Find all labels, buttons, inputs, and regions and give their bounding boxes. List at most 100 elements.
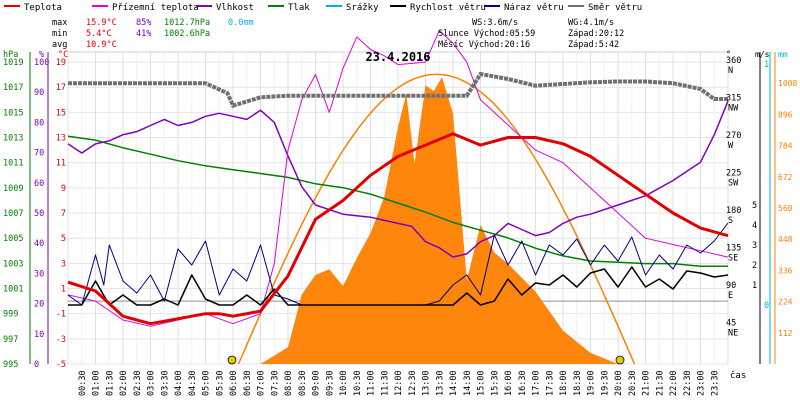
info-ws: WS:3.6m/s	[472, 18, 518, 28]
stats-min-press: 1002.6hPa	[164, 29, 210, 39]
x-tick-label: 17:00	[532, 370, 542, 396]
x-tick-label: 19:00	[587, 370, 597, 396]
pct-tick-label: 0	[34, 360, 39, 370]
temp-tick-label: 13	[56, 134, 66, 144]
legend-label-wind-speed: Rychlost větru	[410, 3, 486, 13]
solar-tick-label: 560	[778, 204, 793, 213]
info-wg: WG:4.1m/s	[568, 18, 614, 28]
pct-tick-label: 10	[34, 330, 44, 340]
x-tick-label: 00:30	[78, 370, 88, 396]
temp-tick-label: 17	[56, 83, 66, 93]
hpa-tick-label: 997	[3, 335, 18, 345]
x-tick-label: 21:30	[655, 370, 665, 396]
stats-min-temp: 5.4°C	[86, 29, 112, 39]
x-axis-label: čas	[730, 370, 746, 381]
pct-tick-label: 70	[34, 149, 44, 159]
x-tick-label: 11:30	[380, 370, 390, 396]
x-tick-label: 06:00	[229, 370, 239, 396]
temp-tick-label: 1	[61, 285, 66, 295]
dir-tick-deg: 135	[726, 244, 741, 254]
temp-tick-label: -3	[56, 335, 66, 345]
axis-unit-dir: °	[726, 50, 731, 60]
legend: Teplota Přízemní teplota Vlhkost Tlak Sr…	[4, 3, 642, 13]
hpa-tick-label: 1007	[3, 209, 23, 219]
rain-tick-label: 1	[764, 60, 769, 70]
hpa-tick-label: 1001	[3, 285, 23, 295]
dir-tick-deg: 45	[726, 319, 736, 329]
hpa-tick-label: 1015	[3, 108, 23, 118]
hpa-tick-label: 1003	[3, 259, 23, 269]
x-tick-label: 22:00	[669, 370, 679, 396]
solar-tick-label: 784	[778, 142, 793, 151]
x-tick-label: 03:30	[160, 370, 170, 396]
stats-max-rain: 0.0mm	[228, 18, 254, 28]
legend-item-pressure: Tlak	[268, 3, 310, 13]
dir-tick-label: S	[728, 216, 733, 226]
x-tick-label: 12:00	[394, 370, 404, 396]
chart-title: 23.4.2016	[365, 50, 430, 64]
info-sun: Slunce Východ:05:59	[438, 29, 535, 39]
dir-tick-deg: 270	[726, 131, 741, 141]
legend-label-temperature: Teplota	[24, 3, 62, 13]
temp-tick-label: -1	[56, 310, 66, 320]
sunrise-marker	[227, 355, 237, 365]
legend-label-feels-like: Přízemní teplota	[112, 3, 199, 13]
temp-tick-label: 3	[61, 259, 66, 269]
dir-tick-label: NW	[728, 104, 739, 114]
hpa-tick-label: 1013	[3, 134, 23, 144]
wind-direction-line	[68, 71, 728, 109]
x-tick-label: 02:30	[133, 370, 143, 396]
pct-tick-label: 40	[34, 239, 44, 249]
legend-label-humidity: Vlhkost	[216, 3, 254, 13]
pct-tick-label: 90	[34, 88, 44, 98]
series-layer	[67, 30, 729, 327]
stats-block: max 15.9°C 85% 1012.7hPa 0.0mm min 5.4°C…	[52, 18, 254, 50]
hpa-tick-label: 999	[3, 310, 18, 320]
sunset-marker	[615, 355, 625, 365]
feels-like-line	[67, 30, 729, 327]
legend-label-wind-gust: Náraz větru	[504, 3, 564, 13]
dir-tick-label: NE	[728, 329, 738, 339]
hpa-tick-label: 995	[3, 360, 18, 370]
temperature-line	[67, 132, 729, 326]
x-tick-label: 12:30	[408, 370, 418, 396]
dir-tick-deg: 90	[726, 281, 736, 291]
axis-unit-hpa: hPa	[3, 50, 18, 60]
solar-tick-label: 336	[778, 266, 793, 275]
wind-tick-label: 5	[752, 201, 757, 211]
dir-tick-deg: 360	[726, 56, 741, 66]
temp-tick-label: 7	[61, 209, 66, 219]
temp-tick-label: 19	[56, 58, 66, 68]
x-tick-label: 18:00	[559, 370, 569, 396]
wind-tick-label: 4	[752, 221, 757, 231]
x-tick-label: 15:30	[490, 370, 500, 396]
axis-unit-wind: m/s	[755, 50, 770, 59]
dir-tick-deg: 225	[726, 169, 741, 179]
x-tick-label: 06:30	[243, 370, 253, 396]
x-tick-label: 07:30	[270, 370, 280, 396]
pressure-line	[67, 135, 728, 267]
solar-tick-label: 112	[778, 329, 793, 338]
legend-label-pressure: Tlak	[288, 3, 310, 13]
dir-tick-label: SW	[728, 179, 739, 189]
hpa-tick-label: 1009	[3, 184, 23, 194]
stats-max-temp: 15.9°C	[86, 18, 117, 28]
stats-max-label: max	[52, 18, 67, 28]
x-tick-label: 05:00	[202, 370, 212, 396]
solar-tick-label: 448	[778, 235, 793, 244]
stats-max-hum: 85%	[136, 18, 151, 28]
solar-tick-label: 672	[778, 173, 793, 182]
x-tick-label: 09:00	[312, 370, 322, 396]
x-tick-label: 01:30	[105, 370, 115, 396]
pct-tick-label: 50	[34, 209, 44, 219]
pct-tick-label: 80	[34, 118, 44, 128]
x-tick-label: 11:00	[367, 370, 377, 396]
solar-tick-label: 1008	[778, 79, 797, 88]
x-tick-label: 23:30	[710, 370, 720, 396]
x-tick-label: 10:30	[353, 370, 363, 396]
temp-tick-label: 5	[61, 234, 66, 244]
info-moon-set: Západ:5:42	[568, 40, 619, 50]
x-tick-label: 07:00	[257, 370, 267, 396]
